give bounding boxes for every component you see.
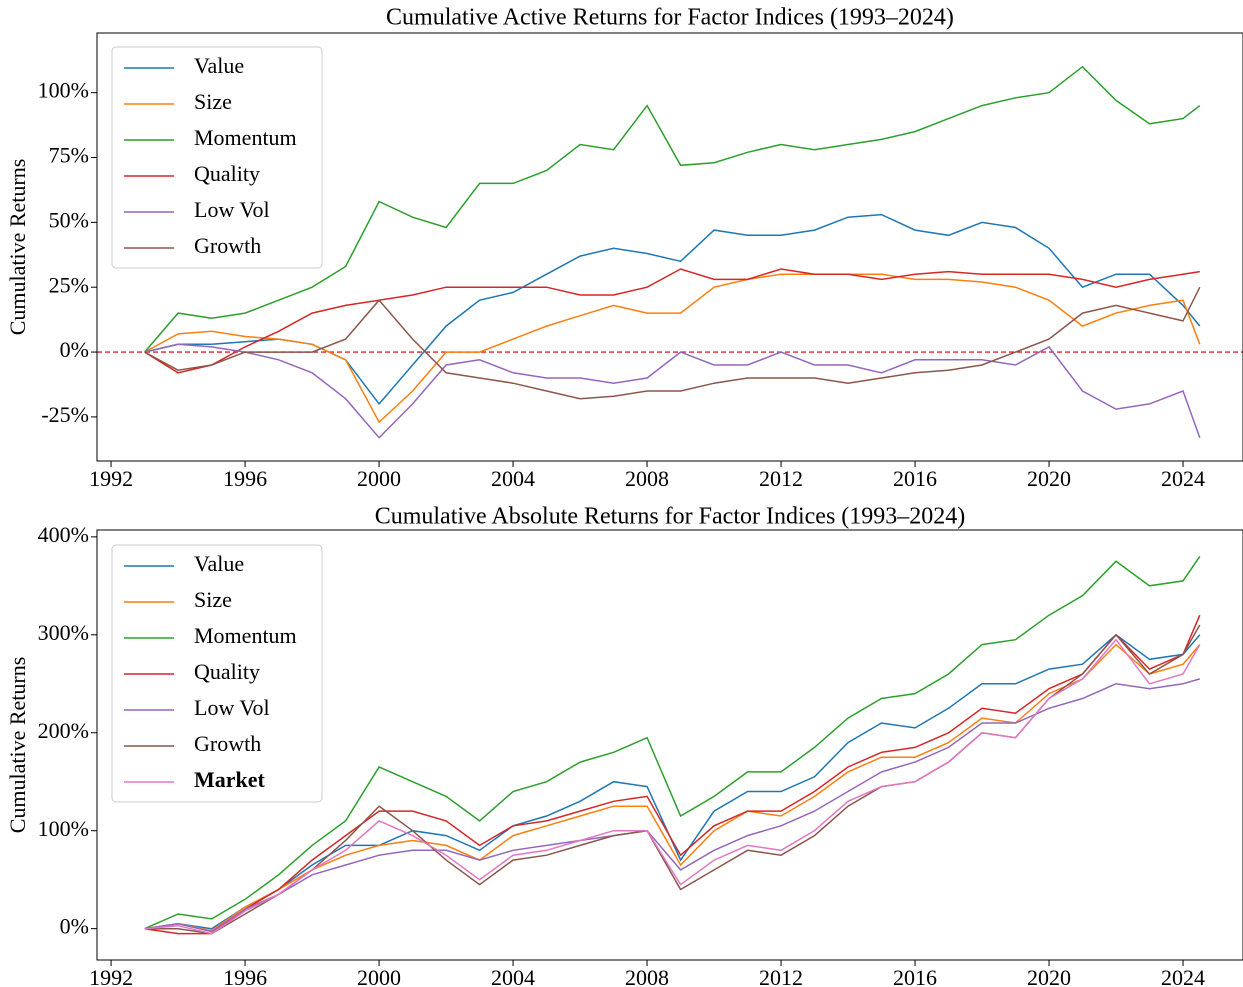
y-tick-label: 75%	[49, 143, 89, 168]
x-tick-label: 1996	[223, 466, 267, 491]
x-tick-label: 2016	[893, 965, 937, 987]
chart-title: Cumulative Absolute Returns for Factor I…	[375, 504, 966, 530]
chart-title: Cumulative Active Returns for Factor Ind…	[386, 5, 954, 31]
series-line	[144, 268, 1200, 374]
x-tick-label: 2012	[759, 965, 803, 987]
legend-label: Size	[194, 89, 232, 114]
x-tick-label: 2008	[625, 965, 669, 987]
x-tick-label: 1992	[89, 466, 133, 491]
legend-label: Low Vol	[194, 695, 270, 720]
x-tick-label: 2012	[759, 466, 803, 491]
legend-label: Growth	[194, 731, 261, 756]
series-line	[144, 633, 1201, 930]
x-tick-label: 2020	[1027, 466, 1071, 491]
legend-label: Low Vol	[194, 197, 270, 222]
y-tick-label: 50%	[49, 207, 89, 232]
series-line	[144, 638, 1201, 935]
legend-label: Quality	[194, 161, 260, 186]
legend-label: Value	[194, 53, 244, 78]
legend-label: Momentum	[194, 623, 297, 648]
y-tick-label: 0%	[60, 337, 89, 362]
x-tick-label: 1992	[89, 965, 133, 987]
legend-label: Momentum	[194, 125, 297, 150]
series-line	[144, 678, 1201, 933]
legend-label: Size	[194, 587, 232, 612]
y-tick-label: 300%	[38, 620, 89, 645]
y-tick-label: 100%	[38, 78, 89, 103]
x-tick-label: 2004	[491, 466, 535, 491]
x-tick-label: 2000	[357, 466, 401, 491]
x-tick-label: 2024	[1161, 965, 1205, 987]
legend-label: Market	[194, 767, 266, 792]
x-tick-label: 2020	[1027, 965, 1071, 987]
y-tick-label: -25%	[41, 402, 89, 427]
series-line	[144, 555, 1201, 930]
series-line	[144, 65, 1201, 353]
legend-label: Value	[194, 551, 244, 576]
series-line	[144, 286, 1201, 400]
y-tick-label: 25%	[49, 272, 89, 297]
y-axis-label: Cumulative Returns	[5, 657, 30, 834]
x-tick-label: 2008	[625, 466, 669, 491]
y-tick-label: 200%	[38, 718, 89, 743]
y-tick-label: 0%	[60, 914, 89, 939]
y-axis-label: Cumulative Returns	[5, 159, 30, 336]
y-tick-label: 400%	[38, 522, 89, 547]
legend-label: Quality	[194, 659, 260, 684]
plot-frame	[96, 32, 1243, 462]
series-line	[144, 643, 1201, 932]
series-line	[144, 614, 1201, 935]
plot-frame	[96, 529, 1243, 961]
x-tick-label: 2000	[357, 965, 401, 987]
x-tick-label: 2024	[1161, 466, 1205, 491]
x-tick-label: 1996	[223, 965, 267, 987]
series-line	[144, 273, 1201, 424]
legend-label: Growth	[194, 233, 261, 258]
series-line	[144, 343, 1201, 439]
x-tick-label: 2016	[893, 466, 937, 491]
y-tick-label: 100%	[38, 816, 89, 841]
x-tick-label: 2004	[491, 965, 535, 987]
legend-box	[111, 544, 323, 803]
